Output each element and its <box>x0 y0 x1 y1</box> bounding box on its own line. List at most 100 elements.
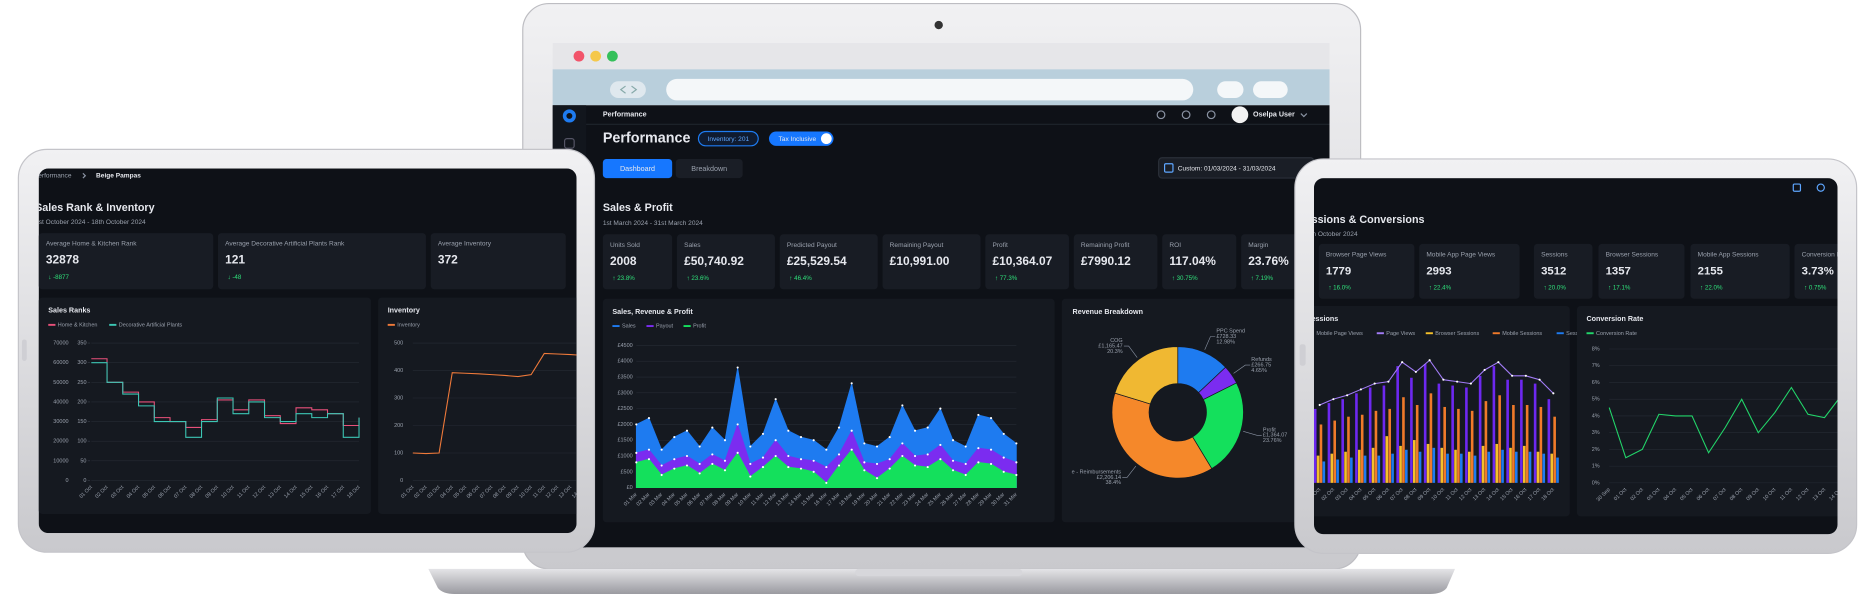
bar <box>1440 447 1444 483</box>
icon[interactable] <box>1156 110 1166 120</box>
y-tick-label: £500 <box>621 469 633 475</box>
kpi-value: 3.73% <box>1802 265 1834 277</box>
bar <box>1506 379 1509 483</box>
kpi-change: ↓ -8877 <box>48 274 69 281</box>
point <box>723 469 727 472</box>
tax-toggle[interactable] <box>768 131 834 146</box>
kpi-label: Remaining Profit <box>1081 242 1130 249</box>
tablet-button <box>1299 344 1306 366</box>
bar <box>1432 447 1436 483</box>
point <box>951 469 955 472</box>
point <box>1511 374 1514 377</box>
tab-label[interactable]: Dashboard <box>620 165 655 173</box>
window-close[interactable] <box>573 50 585 62</box>
bar <box>1484 401 1488 483</box>
kpi-change: ↑ 22.0% <box>1700 285 1723 292</box>
tab-active[interactable] <box>602 158 673 179</box>
icon[interactable] <box>1816 183 1825 192</box>
point <box>673 436 676 439</box>
bar <box>1429 393 1433 483</box>
y-tick-label: £3500 <box>617 374 632 380</box>
kpi-card <box>882 234 981 290</box>
y-tick-label: 200 <box>394 423 403 429</box>
left-tablet-screen: Performance Beige Pampas Sales Rank & In… <box>34 168 577 534</box>
logo-hole <box>566 112 573 119</box>
icon[interactable] <box>1181 110 1191 120</box>
y-tick-label: 500 <box>394 340 403 346</box>
point <box>774 398 777 401</box>
leader-line <box>1123 345 1138 358</box>
sidebar-icon[interactable] <box>563 138 575 149</box>
point <box>1359 388 1362 391</box>
chart-panel <box>602 298 1055 523</box>
point <box>660 473 663 477</box>
point <box>799 467 803 470</box>
point <box>863 442 866 445</box>
point <box>749 475 752 478</box>
icon[interactable] <box>1792 183 1802 192</box>
donut-percent: 23.76% <box>1263 438 1282 444</box>
leader-line <box>1204 336 1216 350</box>
kpi-card <box>1533 243 1593 299</box>
kpi-value: 372 <box>438 253 458 267</box>
bar <box>1460 453 1463 483</box>
legend-label: Profit <box>693 324 706 330</box>
donut-segment <box>1111 392 1213 479</box>
bar <box>1509 447 1512 483</box>
kpi-label: Average Decorative Artificial Plants Ran… <box>225 241 345 248</box>
bar <box>1492 366 1496 483</box>
point <box>875 445 879 448</box>
tab-label[interactable]: Breakdown <box>691 165 727 173</box>
bar <box>1539 406 1543 483</box>
bar <box>1333 420 1337 483</box>
y-tick-label: 0 <box>400 478 403 484</box>
point <box>1414 370 1417 373</box>
y-tick-label: 7% <box>1592 363 1600 369</box>
point <box>736 366 739 369</box>
nav-buttons[interactable] <box>610 81 646 99</box>
breadcrumb[interactable]: Performance <box>34 172 72 179</box>
toolbar-button[interactable] <box>1217 81 1244 99</box>
point <box>673 467 676 470</box>
kpi-change: ↑ 22.4% <box>1429 285 1452 292</box>
point <box>787 429 790 432</box>
kpi-value: £10,364.07 <box>992 254 1052 268</box>
bar <box>1457 408 1460 483</box>
bar <box>1336 459 1339 483</box>
y-tick-label: 200 <box>77 399 86 405</box>
point <box>850 429 853 432</box>
window-minimize[interactable] <box>590 50 602 62</box>
date-range[interactable]: Custom: 01/03/2024 - 31/03/2024 <box>1178 165 1276 172</box>
kpi-change: ↑ 77.3% <box>995 275 1018 282</box>
bar <box>1316 455 1320 483</box>
window-maximize[interactable] <box>607 50 618 62</box>
point <box>926 426 929 429</box>
point <box>660 464 663 467</box>
point <box>723 439 727 442</box>
point <box>749 462 752 466</box>
laptop-base <box>428 568 1456 595</box>
bar <box>1413 440 1416 483</box>
avatar[interactable] <box>1231 106 1249 124</box>
toolbar-button[interactable] <box>1253 81 1288 99</box>
laptop: Performance Oselpa User Performance Inve… <box>428 2 1456 595</box>
point <box>964 445 967 448</box>
point <box>736 451 739 454</box>
tablet-button <box>21 339 27 361</box>
address-bar[interactable] <box>666 78 1194 101</box>
point <box>951 439 955 442</box>
kpi-card <box>1794 243 1838 299</box>
kpi-change: ↑ 16.0% <box>1328 285 1351 292</box>
legend-label: Conversion Rate <box>1596 331 1637 337</box>
notifications-icon[interactable] <box>1206 110 1216 120</box>
point <box>875 462 879 466</box>
point <box>774 454 777 458</box>
user-name[interactable]: Oselpa User <box>1253 111 1295 119</box>
y-tick-label: £0 <box>627 485 633 491</box>
tab[interactable] <box>675 158 743 179</box>
donut-percent: 12.98% <box>1216 339 1235 345</box>
legend-swatch <box>1556 332 1564 335</box>
point <box>1497 361 1500 364</box>
point <box>888 467 891 470</box>
point <box>698 462 701 466</box>
